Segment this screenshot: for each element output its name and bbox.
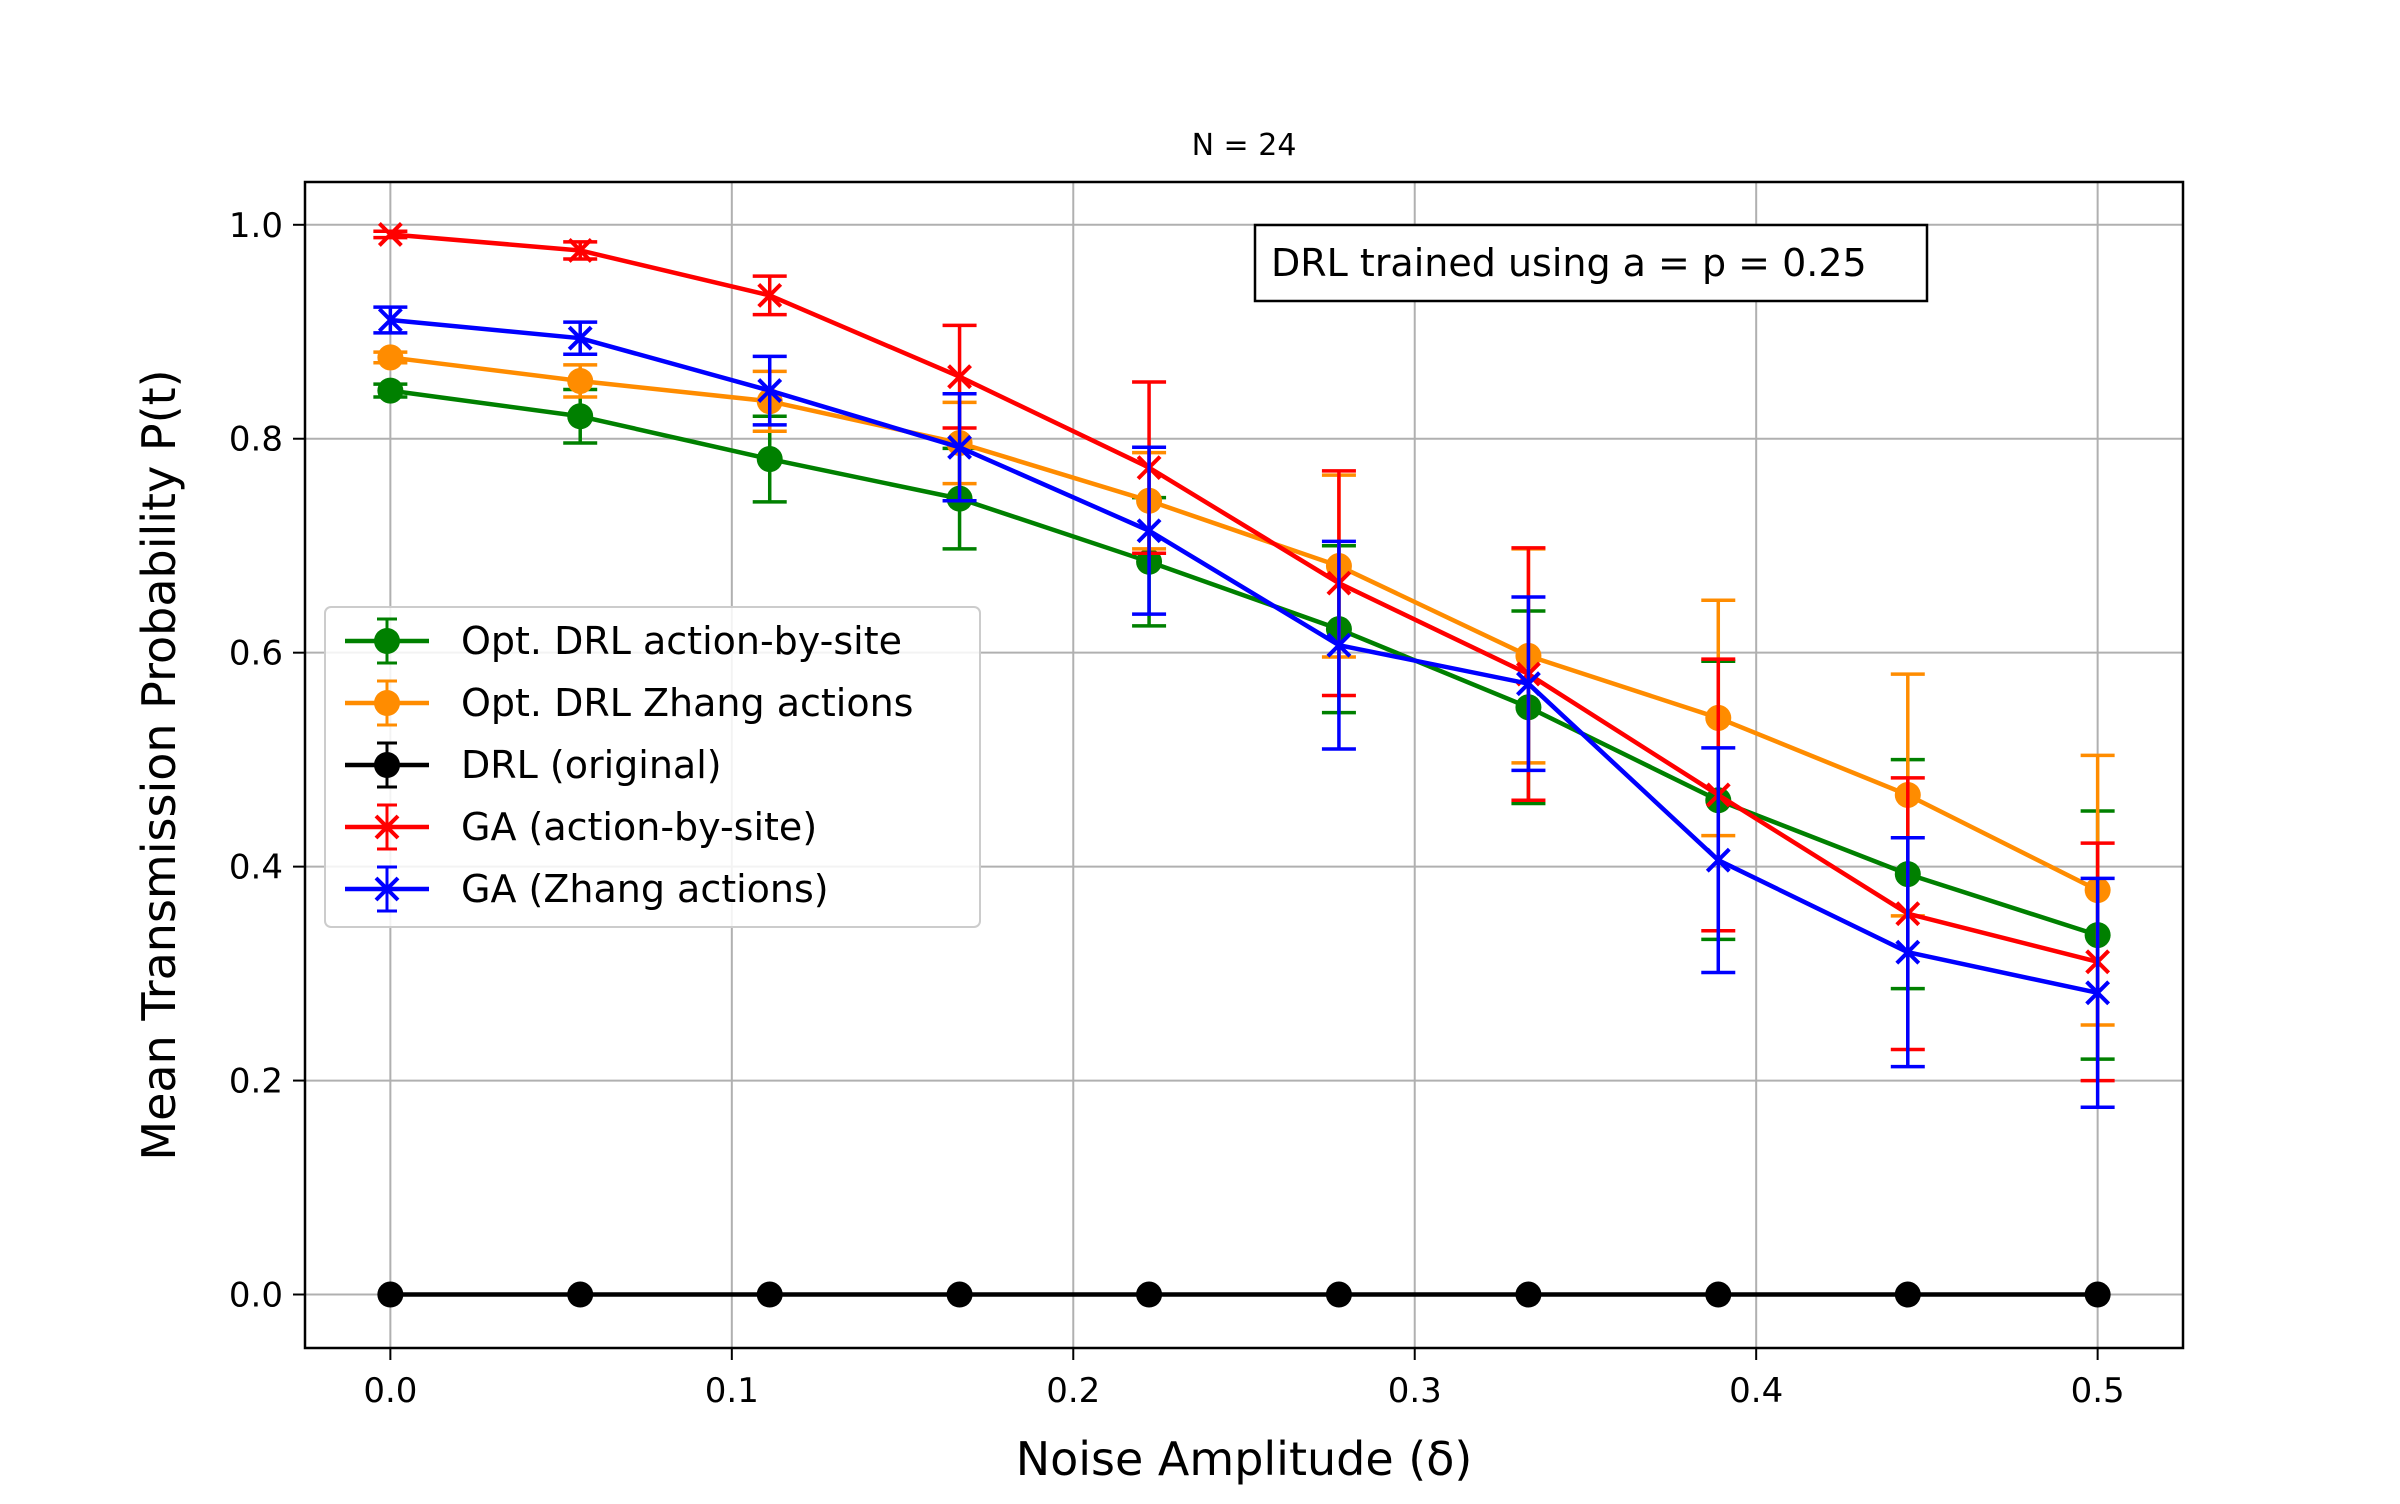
data-point bbox=[947, 434, 972, 460]
legend-entry: GA (Zhang actions) bbox=[345, 865, 829, 913]
plot-frame bbox=[303, 180, 2185, 1350]
data-point bbox=[377, 377, 404, 404]
data-point bbox=[947, 364, 972, 390]
legend-marker bbox=[374, 628, 400, 654]
legend-entry: DRL (original) bbox=[345, 741, 722, 789]
y-tick-label: 0.2 bbox=[229, 1062, 283, 1102]
data-point bbox=[946, 1281, 973, 1308]
data-point bbox=[757, 378, 783, 404]
series bbox=[377, 1281, 2111, 1308]
legend-entry: Opt. DRL Zhang actions bbox=[345, 679, 913, 727]
data-point bbox=[2085, 980, 2111, 1006]
data-point bbox=[567, 238, 593, 263]
series-line bbox=[390, 355, 2099, 893]
x-axis-label: Noise Amplitude (δ) bbox=[1016, 1432, 1473, 1486]
legend-label: GA (Zhang actions) bbox=[461, 867, 829, 911]
data-point bbox=[1705, 847, 1731, 873]
axis-ticks: 0.0 0.1 0.2 0.3 0.4 0.5 0.0 0.2 0.4 0.6 0.8 1.0 bbox=[229, 206, 2125, 1411]
data-point bbox=[1326, 632, 1352, 658]
data-point bbox=[756, 1281, 783, 1308]
x-tick-label: 0.3 bbox=[1388, 1371, 1442, 1411]
legend-entry: Opt. DRL action-by-site bbox=[345, 617, 902, 665]
legend-marker bbox=[374, 690, 400, 716]
data-point bbox=[756, 446, 783, 473]
annotation-box: DRL trained using a = p = 0.25 bbox=[1253, 223, 1929, 303]
x-tick-label: 0.1 bbox=[705, 1371, 759, 1411]
series-line bbox=[390, 232, 2099, 965]
data-point bbox=[1516, 671, 1541, 697]
x-tick-label: 0.2 bbox=[1046, 1371, 1100, 1411]
data-point bbox=[1895, 939, 1921, 965]
legend-label: Opt. DRL action-by-site bbox=[461, 619, 902, 663]
legend-marker bbox=[374, 814, 400, 840]
data-point bbox=[1705, 1281, 1732, 1308]
x-tick-label: 0.4 bbox=[1729, 1371, 1783, 1411]
chart-title: N = 24 bbox=[1192, 128, 1297, 163]
annotation-frame bbox=[1253, 223, 1929, 303]
data-point bbox=[2084, 1281, 2111, 1308]
data-point bbox=[377, 222, 403, 247]
data-point bbox=[1136, 518, 1162, 544]
legend-entry: GA (action-by-site) bbox=[345, 803, 817, 851]
y-tick-label: 0.6 bbox=[229, 634, 283, 674]
y-tick-label: 0.4 bbox=[229, 848, 283, 888]
legend-frame bbox=[324, 606, 981, 928]
legend: Opt. DRL action-by-site Opt. DRL Zhang ac… bbox=[324, 606, 981, 928]
legend-label: DRL (original) bbox=[461, 743, 722, 787]
series-group bbox=[373, 222, 2115, 1308]
x-tick-label: 0.5 bbox=[2071, 1371, 2125, 1411]
series-line bbox=[390, 388, 2099, 938]
data-point bbox=[377, 1281, 404, 1308]
legend-label: Opt. DRL Zhang actions bbox=[461, 681, 913, 725]
x-tick-label: 0.0 bbox=[363, 1371, 417, 1411]
data-point bbox=[377, 344, 404, 371]
data-point bbox=[757, 282, 783, 308]
y-tick-label: 0.0 bbox=[229, 1276, 283, 1316]
y-tick-label: 1.0 bbox=[229, 206, 283, 246]
annotation-text: DRL trained using a = p = 0.25 bbox=[1271, 241, 1867, 285]
series bbox=[373, 305, 2115, 1110]
y-tick-label: 0.8 bbox=[229, 420, 283, 460]
legend-marker bbox=[374, 752, 400, 778]
y-axis-label: Mean Transmission Probability P(t) bbox=[132, 369, 186, 1160]
data-point bbox=[567, 367, 594, 394]
legend-marker bbox=[374, 876, 400, 902]
data-point bbox=[1136, 1281, 1163, 1308]
data-point bbox=[1325, 1281, 1352, 1308]
data-point bbox=[567, 1281, 594, 1308]
data-point bbox=[1515, 1281, 1542, 1308]
series-line bbox=[390, 317, 2099, 996]
legend-label: GA (action-by-site) bbox=[461, 805, 817, 849]
data-point bbox=[1894, 1281, 1921, 1308]
data-point bbox=[567, 403, 594, 430]
data-point bbox=[377, 307, 403, 333]
data-point bbox=[567, 325, 593, 351]
